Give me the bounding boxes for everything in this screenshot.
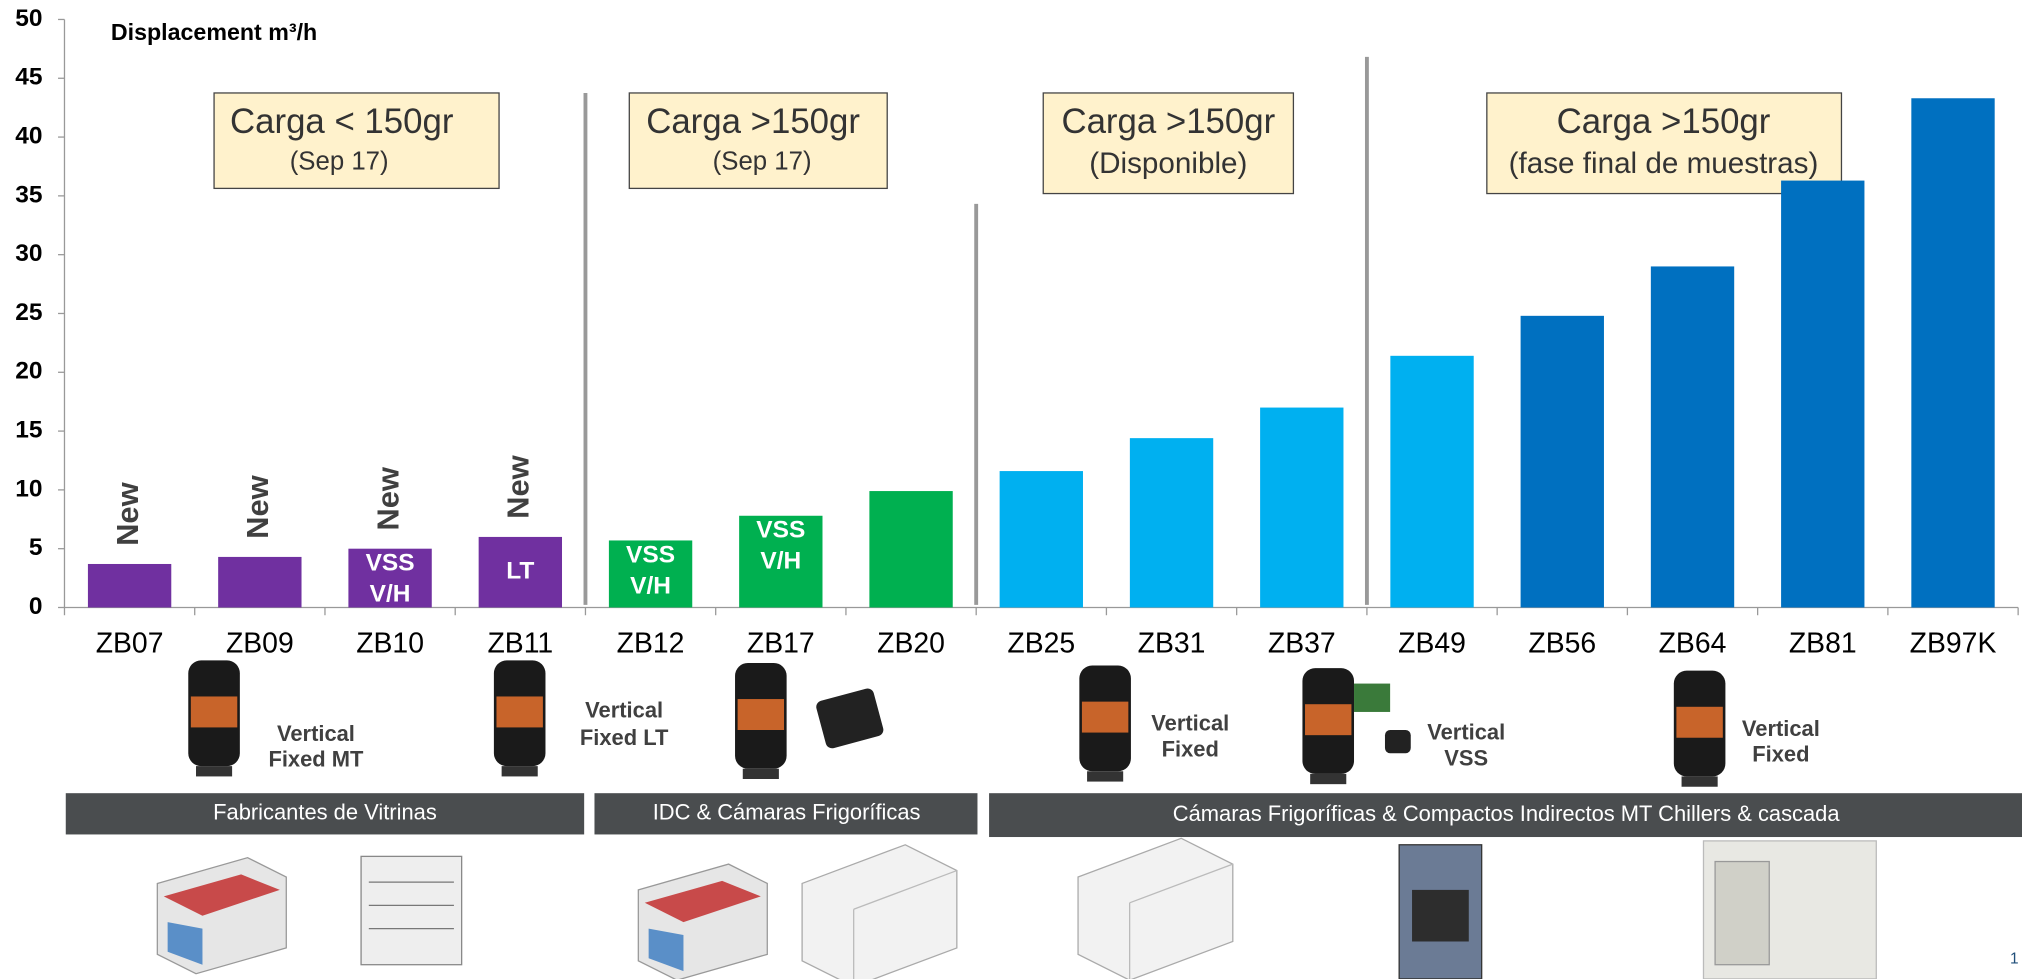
segment-bar [594,793,978,835]
x-tick-label: ZB11 [487,627,553,659]
compressor-label: Vertical [1427,720,1505,745]
annotation-box: Carga >150gr (Disponible) [1042,92,1295,195]
y-tick-label: 25 [15,299,42,326]
bar [869,491,953,608]
x-tick-label: ZB25 [1007,627,1075,659]
x-tick-label: ZB10 [356,627,424,659]
bar [1390,355,1474,608]
compressor-label: Fixed LT [580,725,669,750]
y-tick-label: 30 [15,240,42,267]
bar [999,471,1083,608]
new-label: New [240,474,275,539]
annotation-subtitle: (fase final de muestras) [1509,147,1819,180]
y-tick-label: 0 [29,593,43,620]
bar [608,540,693,608]
annotation-subtitle: (Disponible) [1089,147,1247,180]
segment-label: Fabricantes de Vitrinas [213,800,437,825]
bar [1781,180,1865,608]
x-tick-label: ZB31 [1138,627,1206,659]
x-tick-label: ZB97K [1910,627,1997,659]
annotation-box: Carga >150gr (fase final de muestras) [1486,92,1843,195]
bar [1129,438,1214,608]
annotation-box: Carga < 150gr (Sep 17) [213,92,500,190]
annotation-title: Carga >150gr [646,102,860,141]
segment-bar [989,793,2022,838]
new-label: New [370,466,405,531]
new-label: New [501,454,536,519]
bar-inner-label: VSS [756,517,805,544]
new-label: New [110,481,145,546]
compressor-label: VSS [1444,745,1488,770]
x-tick-label: ZB81 [1789,627,1857,659]
y-tick-label: 10 [15,475,42,502]
bar [87,563,172,608]
x-tick-label: ZB37 [1268,627,1336,659]
bar [1260,407,1344,608]
y-axis-title: Displacement m³/h [111,19,317,45]
y-tick-label: 5 [29,534,43,561]
bar-inner-label: V/H [370,581,411,608]
x-tick-label: ZB49 [1398,627,1466,659]
page-number: 1 [2010,951,2019,968]
x-tick-label: ZB20 [877,627,945,659]
bar-inner-label: V/H [630,572,671,599]
compressor-label: Fixed MT [268,747,364,772]
compressor-label: Vertical [277,721,355,746]
annotation-subtitle: (Sep 17) [713,147,812,175]
x-tick-label: ZB64 [1659,627,1727,659]
bar-inner-label: LT [506,558,534,585]
annotation-title: Carga >150gr [1061,102,1275,141]
segment-label: IDC & Cámaras Frigoríficas [653,800,921,825]
y-tick-label: 35 [15,181,42,208]
x-tick-label: ZB56 [1528,627,1596,659]
y-tick-label: 50 [15,5,42,32]
compressor-label: Vertical [1742,716,1820,741]
compressor-label: Fixed [1752,742,1809,767]
x-tick-label: ZB07 [96,627,164,659]
compressor-label: Vertical [585,698,663,723]
x-tick-label: ZB17 [747,627,815,659]
segment-label: Cámaras Frigoríficas & Compactos Indirec… [1173,801,1841,826]
compressor-label: Fixed [1162,736,1219,761]
bar-inner-label: V/H [760,548,801,575]
bar [739,515,823,608]
x-tick-label: ZB12 [617,627,685,659]
y-tick-label: 15 [15,417,42,444]
compressor-images [188,660,1726,787]
bar [1911,98,1995,608]
y-tick-label: 40 [15,123,42,150]
annotation-box: Carga >150gr (Sep 17) [628,92,888,190]
bar [218,556,302,608]
annotation-subtitle: (Sep 17) [290,147,389,175]
y-tick-label: 20 [15,358,42,385]
bar-inner-label: VSS [366,550,415,577]
bar [1520,315,1604,608]
bar [348,548,432,608]
x-tick-label: ZB09 [226,627,294,659]
compressor-label: Vertical [1151,711,1229,736]
y-tick-label: 45 [15,64,42,91]
bar [1650,266,1735,608]
bar-inner-label: VSS [626,541,675,568]
annotation-title: Carga >150gr [1557,102,1771,141]
segment-bar [65,793,585,835]
bar [478,536,563,608]
annotation-title: Carga < 150gr [230,102,454,141]
product-images [156,837,1877,979]
